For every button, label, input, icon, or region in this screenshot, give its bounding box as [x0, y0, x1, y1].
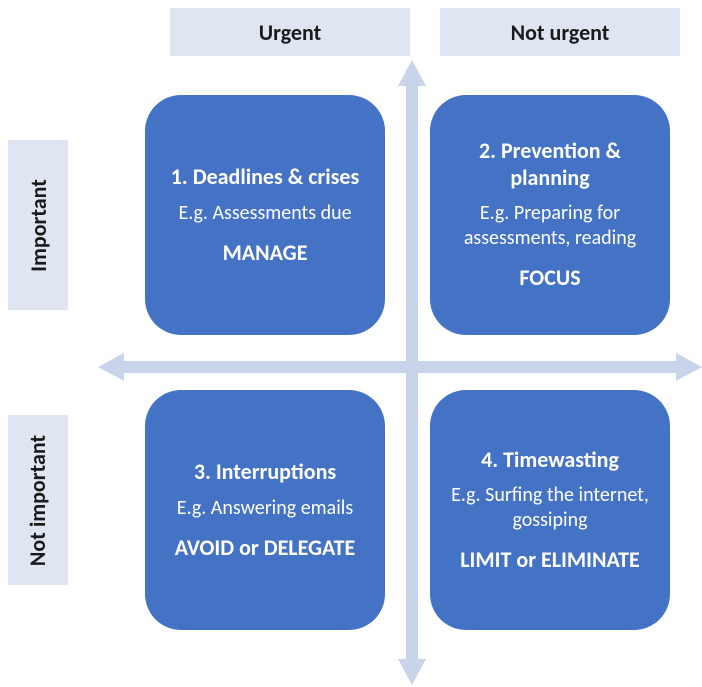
quadrant-1: 1. Deadlines & crises E.g. Assessments d…: [145, 95, 385, 335]
column-header-urgent-label: Urgent: [259, 19, 321, 46]
q3-title: 3. Interruptions: [194, 459, 336, 485]
quadrant-4: 4. Timewasting E.g. Surfing the internet…: [430, 390, 670, 630]
q1-example: E.g. Assessments due: [178, 201, 351, 226]
column-header-urgent: Urgent: [170, 8, 410, 56]
q4-action: LIMIT or ELIMINATE: [460, 547, 639, 573]
row-header-important: Important: [8, 140, 68, 310]
q1-action: MANAGE: [223, 240, 308, 266]
q2-example: E.g. Preparing for assessments, reading: [448, 201, 652, 251]
q4-title: 4. Timewasting: [481, 447, 619, 473]
row-header-not-important: Not important: [8, 415, 68, 585]
q4-example: E.g. Surfing the internet, gossiping: [448, 483, 652, 533]
q3-action: AVOID or DELEGATE: [175, 535, 356, 561]
horizontal-axis-arrow: [98, 353, 702, 381]
q3-example: E.g. Answering emails: [177, 496, 353, 521]
q2-action: FOCUS: [519, 265, 580, 291]
eisenhower-matrix: Urgent Not urgent Important Not importan…: [0, 0, 702, 687]
column-header-not-urgent-label: Not urgent: [511, 19, 610, 46]
quadrant-2: 2. Prevention & planning E.g. Preparing …: [430, 95, 670, 335]
column-header-not-urgent: Not urgent: [440, 8, 680, 56]
q2-title: 2. Prevention & planning: [448, 138, 652, 191]
row-header-important-label: Important: [25, 179, 52, 272]
row-header-not-important-label: Not important: [25, 434, 52, 565]
q1-title: 1. Deadlines & crises: [171, 164, 360, 190]
quadrant-3: 3. Interruptions E.g. Answering emails A…: [145, 390, 385, 630]
